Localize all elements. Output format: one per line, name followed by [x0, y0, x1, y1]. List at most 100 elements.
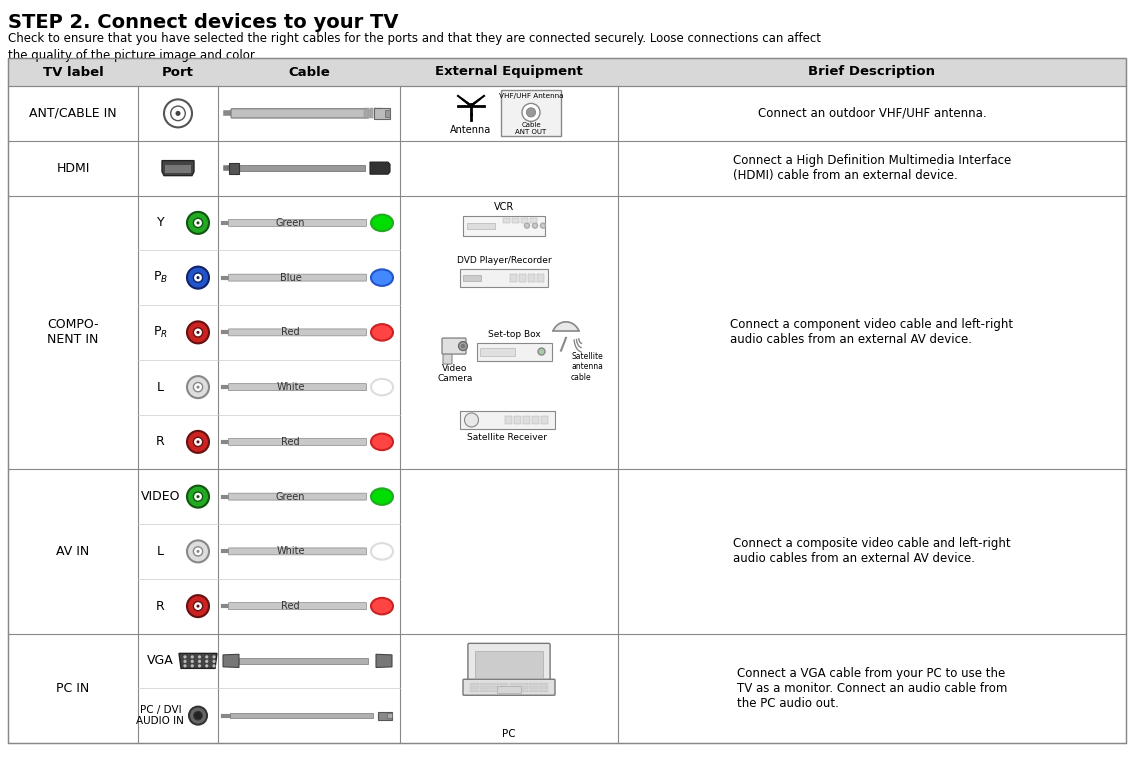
Bar	[378, 712, 392, 719]
Text: Connect a composite video cable and left-right
audio cables from an external AV : Connect a composite video cable and left…	[734, 537, 1010, 565]
Bar	[8, 58, 1126, 86]
Text: Cable
ANT OUT: Cable ANT OUT	[515, 122, 547, 135]
FancyBboxPatch shape	[228, 329, 366, 336]
FancyBboxPatch shape	[463, 679, 555, 695]
Text: ANT/CABLE IN: ANT/CABLE IN	[29, 107, 117, 120]
Text: R: R	[156, 435, 164, 449]
Text: Blue: Blue	[280, 273, 302, 283]
Circle shape	[196, 550, 200, 553]
Bar	[490, 686, 499, 689]
Bar	[539, 683, 548, 685]
Bar	[386, 110, 390, 117]
Bar	[530, 683, 539, 685]
Circle shape	[525, 223, 530, 228]
Circle shape	[196, 495, 200, 498]
Circle shape	[176, 111, 180, 115]
Circle shape	[526, 108, 535, 117]
Bar	[523, 416, 530, 424]
Circle shape	[196, 386, 200, 389]
Text: Video
Camera: Video Camera	[438, 364, 473, 384]
FancyBboxPatch shape	[228, 274, 366, 281]
Bar	[509, 686, 518, 689]
Bar	[500, 686, 508, 689]
Bar	[510, 274, 517, 282]
Circle shape	[196, 276, 200, 279]
Text: Red: Red	[281, 601, 301, 611]
Ellipse shape	[371, 434, 393, 450]
Circle shape	[206, 656, 208, 658]
Bar	[500, 683, 508, 685]
Circle shape	[187, 267, 209, 289]
FancyBboxPatch shape	[228, 384, 366, 390]
Circle shape	[184, 660, 186, 662]
Text: Red: Red	[281, 327, 301, 337]
Bar	[229, 163, 239, 174]
Polygon shape	[179, 653, 217, 669]
Text: Green: Green	[276, 218, 305, 228]
Ellipse shape	[371, 543, 393, 559]
Circle shape	[194, 547, 203, 556]
Bar	[530, 218, 538, 223]
Bar	[463, 215, 545, 236]
Bar	[509, 690, 518, 692]
Bar	[376, 108, 379, 118]
Circle shape	[196, 221, 200, 224]
Bar	[511, 218, 519, 223]
FancyBboxPatch shape	[443, 352, 452, 364]
Circle shape	[458, 342, 467, 350]
Circle shape	[460, 343, 465, 349]
Text: DVD Player/Recorder: DVD Player/Recorder	[457, 255, 551, 265]
Text: P$_R$: P$_R$	[153, 325, 168, 340]
Bar	[480, 347, 515, 356]
Text: Cable: Cable	[288, 65, 330, 79]
Circle shape	[206, 660, 208, 662]
Circle shape	[192, 665, 193, 667]
Circle shape	[194, 273, 203, 282]
Ellipse shape	[371, 488, 393, 505]
Bar	[490, 683, 499, 685]
FancyBboxPatch shape	[228, 548, 366, 555]
Ellipse shape	[371, 324, 393, 340]
Bar	[501, 90, 561, 136]
Bar	[459, 411, 555, 429]
Ellipse shape	[371, 598, 393, 615]
Circle shape	[187, 376, 209, 398]
Text: COMPO-
NENT IN: COMPO- NENT IN	[48, 318, 99, 346]
Circle shape	[187, 212, 209, 234]
FancyBboxPatch shape	[228, 493, 366, 500]
Bar	[497, 686, 521, 694]
Bar	[541, 416, 548, 424]
Circle shape	[213, 656, 215, 658]
Text: Y: Y	[156, 216, 164, 230]
Text: L: L	[156, 545, 164, 558]
Bar	[371, 108, 373, 118]
Bar	[373, 108, 375, 118]
Bar	[505, 416, 511, 424]
Text: VIDEO: VIDEO	[141, 490, 180, 503]
Circle shape	[187, 431, 209, 453]
Circle shape	[194, 218, 203, 227]
Text: Antenna: Antenna	[450, 125, 492, 135]
Circle shape	[187, 321, 209, 343]
Circle shape	[194, 602, 203, 611]
Text: Connect a High Definition Multimedia Interface
(HDMI) cable from an external dev: Connect a High Definition Multimedia Int…	[733, 154, 1012, 182]
Ellipse shape	[371, 269, 393, 286]
Bar	[364, 108, 366, 118]
Circle shape	[196, 330, 200, 334]
Polygon shape	[553, 322, 578, 330]
Circle shape	[194, 437, 203, 446]
Bar	[539, 690, 548, 692]
Text: Connect an outdoor VHF/UHF antenna.: Connect an outdoor VHF/UHF antenna.	[758, 107, 987, 120]
Bar	[166, 164, 191, 173]
Circle shape	[198, 656, 201, 658]
Polygon shape	[162, 161, 194, 176]
Bar	[469, 683, 479, 685]
Bar	[367, 108, 370, 118]
Bar	[539, 686, 548, 689]
Bar	[239, 164, 365, 171]
FancyBboxPatch shape	[231, 108, 369, 118]
Circle shape	[194, 711, 202, 720]
Circle shape	[465, 413, 479, 427]
Bar	[519, 274, 526, 282]
Circle shape	[213, 660, 215, 662]
